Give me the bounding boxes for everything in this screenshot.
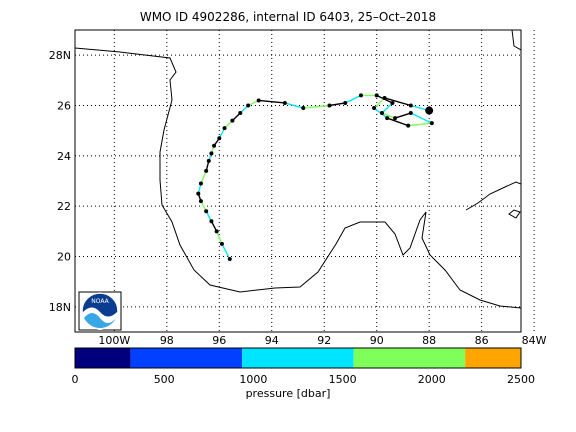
noaa-logo: NOAA: [78, 291, 122, 331]
profile-point: [217, 136, 222, 141]
lon-tick-label: 94: [265, 334, 279, 347]
profile-point: [385, 116, 390, 121]
cuba-coast: [465, 181, 521, 211]
profile-point: [429, 121, 434, 126]
profile-point: [301, 106, 306, 111]
profile-point: [204, 168, 209, 173]
profile-point: [209, 219, 214, 224]
colorbar-bin: [75, 348, 131, 368]
lon-tick-label: 100W: [98, 334, 130, 347]
track-segment: [410, 112, 433, 124]
profile-point: [212, 143, 217, 148]
profile-point: [379, 111, 384, 116]
track-segment: [303, 104, 330, 109]
colorbar-tick-labels: 0 500 1000 1500 2000 2500: [72, 373, 536, 386]
lat-tick-label: 28N: [49, 49, 71, 62]
pressure-colorbar: [75, 348, 521, 368]
cuba-island-coast: [508, 209, 521, 219]
map-frame: [74, 29, 522, 333]
track-segment: [329, 102, 346, 107]
float-track: [196, 93, 434, 262]
profile-point: [246, 103, 251, 108]
latest-position-marker: [425, 106, 434, 115]
track-segment: [221, 243, 231, 260]
lon-tick-label: 90: [370, 334, 384, 347]
lon-tick-label: 98: [160, 334, 174, 347]
track-segment: [284, 102, 304, 109]
colorbar-tick-label: 1000: [239, 373, 267, 386]
colorbar-tick-label: 2500: [507, 373, 535, 386]
page-title: WMO ID 4902286, internal ID 6403, 25–Oct…: [139, 10, 437, 24]
profile-point: [408, 111, 413, 116]
track-segment: [381, 102, 393, 114]
profile-point: [374, 93, 379, 98]
lat-tick-label: 18N: [49, 301, 71, 314]
track-segment: [373, 97, 386, 109]
track-segment: [394, 112, 412, 119]
profile-point: [209, 151, 214, 156]
profile-point: [227, 257, 232, 262]
profile-point: [214, 229, 219, 234]
profile-point: [198, 181, 203, 186]
colorbar-frame: [74, 347, 522, 369]
lon-tick-label: 86: [475, 334, 489, 347]
colorbar-bin: [353, 348, 466, 368]
profile-point: [196, 191, 201, 196]
profile-point: [282, 100, 287, 105]
lon-tick-label: 92: [317, 334, 331, 347]
track-segment: [344, 94, 362, 104]
track-segment: [381, 112, 396, 119]
track-segment: [200, 170, 207, 184]
colorbar-bin: [242, 348, 354, 368]
florida-coast: [511, 30, 521, 51]
profile-point: [219, 241, 224, 246]
lat-tick-label: 20: [57, 251, 71, 264]
coastline: [75, 47, 521, 309]
colorbar-tick-label: 0: [72, 373, 79, 386]
colorbar-bin: [465, 348, 521, 368]
profile-point: [204, 209, 209, 214]
noaa-logo-text: NOAA: [91, 298, 109, 305]
profile-point: [372, 106, 377, 111]
profile-point: [198, 199, 203, 204]
profile-point: [230, 118, 235, 123]
track-segment: [216, 231, 223, 245]
map-background: [75, 30, 521, 332]
colorbar-bin: [130, 348, 243, 368]
lon-tick-label: 84W: [522, 334, 547, 347]
profile-point: [382, 95, 387, 100]
colorbar-tick-label: 1500: [329, 373, 357, 386]
profile-point: [408, 103, 413, 108]
profile-point: [238, 111, 243, 116]
profile-point: [222, 126, 227, 131]
track-segment: [258, 99, 285, 104]
lon-tick-label: 96: [212, 334, 226, 347]
track-segment: [408, 122, 432, 127]
lon-tick-label: 88: [422, 334, 436, 347]
track-segment: [386, 117, 409, 127]
colorbar-tick-label: 500: [154, 373, 175, 386]
track-segment: [384, 97, 412, 107]
longitude-labels: 100W 98 96 94 92 90 88 86 84W: [98, 334, 546, 347]
profile-point: [327, 103, 332, 108]
profile-point: [343, 100, 348, 105]
profile-point: [206, 158, 211, 163]
profile-point: [358, 93, 363, 98]
profile-point: [390, 100, 395, 105]
profile-point: [406, 123, 411, 128]
colorbar-tick-label: 2000: [418, 373, 446, 386]
colorbar-label: pressure [dbar]: [245, 387, 331, 400]
lat-tick-label: 24: [57, 150, 71, 163]
lat-tick-label: 26: [57, 100, 71, 113]
profile-point: [256, 98, 261, 103]
lat-tick-label: 22: [57, 200, 71, 213]
profile-point: [393, 116, 398, 121]
latitude-labels: 28N 26 24 22 20 18N: [49, 49, 71, 314]
